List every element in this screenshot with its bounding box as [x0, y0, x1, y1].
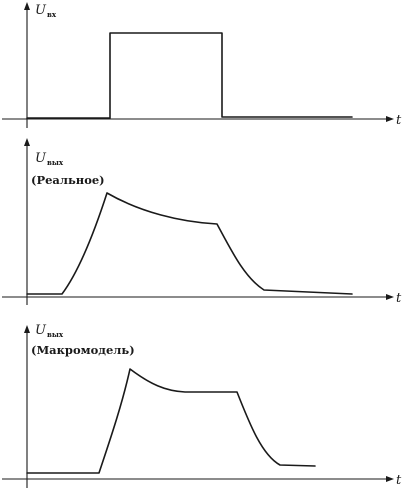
real-response-curve: [26, 192, 353, 295]
y-axis-label: Uвх: [35, 3, 57, 19]
y-axis-arrow: [24, 2, 30, 10]
panel-real: Uвых (Реальное) t: [2, 138, 402, 306]
x-axis-label: t: [396, 473, 402, 488]
y-axis-arrow: [24, 325, 30, 333]
x-axis-arrow: [386, 294, 394, 300]
input-pulse-curve: [26, 32, 353, 119]
y-axis-label: Uвых: [35, 151, 64, 167]
macromodel-response-curve: [26, 368, 316, 474]
panel-input: Uвх t: [2, 2, 402, 128]
x-axis-arrow: [386, 476, 394, 482]
y-axis-arrow: [24, 138, 30, 146]
x-axis-label: t: [396, 291, 402, 306]
panel-caption: (Реальное): [31, 173, 105, 187]
x-axis-label: t: [396, 113, 402, 128]
panel-macro: Uвых (Макромодель) t: [2, 323, 402, 488]
y-axis-label: Uвых: [35, 323, 64, 339]
panel-caption: (Макромодель): [31, 343, 135, 357]
x-axis-arrow: [386, 116, 394, 122]
